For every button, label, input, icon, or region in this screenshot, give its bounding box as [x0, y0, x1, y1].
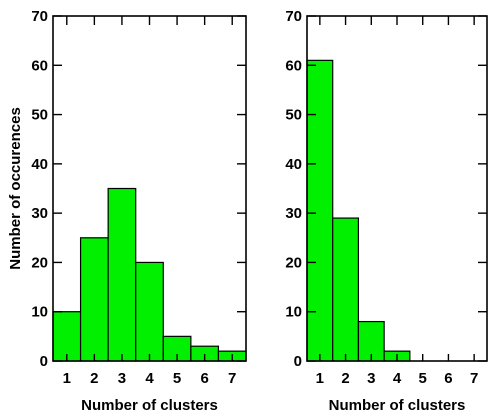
right-bar-1: [306, 59, 334, 362]
right-x-tick-label: 3: [367, 370, 375, 387]
left-y-tick-label: 40: [31, 156, 48, 173]
right-x-tick-label: 7: [470, 370, 478, 387]
right-y-tick-label: 10: [285, 304, 302, 321]
left-y-tick-label: 50: [31, 107, 48, 124]
left-y-tick-label: 0: [40, 353, 48, 370]
right-y-tick-label: 40: [285, 156, 302, 173]
right-y-tick-label: 70: [285, 8, 302, 25]
left-x-axis-title: Number of clusters: [81, 397, 218, 414]
left-y-tick-label: 10: [31, 304, 48, 321]
left-y-axis-title: Number of occurences: [7, 107, 24, 270]
right-y-tick-label: 20: [285, 254, 302, 271]
right-x-tick-label: 5: [419, 370, 427, 387]
left-y-tick-label: 70: [31, 8, 48, 25]
left-bar-2: [79, 237, 109, 362]
left-bar-4: [135, 261, 164, 362]
left-histogram-panel: 0 10 20 30 40 50 60 70 1 2 3 4 5 6 7 Number of clusters…: [7, 8, 247, 414]
right-y-tick-label: 60: [285, 57, 302, 74]
left-x-tick-label: 7: [228, 370, 236, 387]
right-y-tick-label: 30: [285, 205, 302, 222]
left-x-tick-label: 2: [90, 370, 98, 387]
left-x-tick-label: 5: [173, 370, 181, 387]
right-y-tick-label: 0: [294, 353, 302, 370]
left-y-tick-label: 30: [31, 205, 48, 222]
right-x-tick-label: 6: [444, 370, 452, 387]
left-bar-3: [107, 187, 137, 362]
right-bar-2: [332, 217, 360, 362]
left-x-tick-label: 6: [200, 370, 208, 387]
right-x-tick-label: 2: [341, 370, 349, 387]
right-x-tick-label: 1: [316, 370, 324, 387]
right-y-tick-label: 50: [285, 107, 302, 124]
right-x-tick-label: 4: [393, 370, 402, 387]
left-x-tick-label: 4: [145, 370, 154, 387]
left-y-tick-label: 20: [31, 254, 48, 271]
left-x-tick-label: 1: [63, 370, 71, 387]
left-y-tick-label: 60: [31, 57, 48, 74]
left-bar-1: [52, 311, 82, 362]
left-x-tick-label: 3: [118, 370, 126, 387]
right-x-axis-title: Number of clusters: [329, 397, 466, 414]
